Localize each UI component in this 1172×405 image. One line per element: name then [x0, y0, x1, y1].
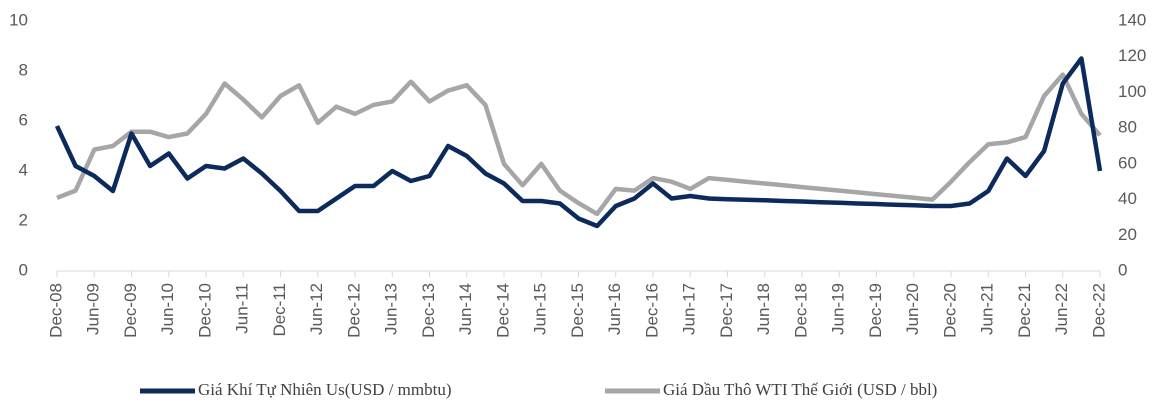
- x-tick-label: Dec-22: [1089, 283, 1108, 338]
- x-tick-label: Dec-21: [1015, 283, 1034, 338]
- x-tick-label: Jun-19: [829, 283, 848, 335]
- x-tick-label: Jun-09: [84, 283, 103, 335]
- x-tick-label: Jun-17: [680, 283, 699, 335]
- x-tick-label: Dec-18: [791, 283, 810, 338]
- x-tick-label: Jun-20: [903, 283, 922, 335]
- y2-tick-label: 100: [1118, 82, 1146, 101]
- x-tick-label: Dec-09: [121, 283, 140, 338]
- x-tick-label: Jun-21: [978, 283, 997, 335]
- y2-tick-label: 120: [1118, 46, 1146, 65]
- y2-tick-label: 40: [1118, 189, 1137, 208]
- x-tick-label: Jun-12: [307, 283, 326, 335]
- y-tick-label: 0: [19, 260, 28, 279]
- x-tick-label: Dec-12: [344, 283, 363, 338]
- x-tick-label: Jun-22: [1052, 283, 1071, 335]
- legend-label: Giá Dầu Thô WTI Thế Giới (USD / bbl): [663, 380, 937, 399]
- y2-tick-label: 140: [1118, 10, 1146, 29]
- y-tick-label: 10: [9, 10, 28, 29]
- x-tick-label: Dec-17: [717, 283, 736, 338]
- y-tick-label: 6: [19, 110, 28, 129]
- x-tick-label: Jun-11: [233, 283, 252, 334]
- y2-tick-label: 80: [1118, 118, 1137, 137]
- x-tick-label: Dec-08: [46, 283, 65, 338]
- y-tick-label: 2: [19, 210, 28, 229]
- x-tick-label: Dec-10: [195, 283, 214, 338]
- x-tick-label: Jun-15: [531, 283, 550, 335]
- y2-tick-label: 60: [1118, 153, 1137, 172]
- x-tick-label: Dec-20: [940, 283, 959, 338]
- y-tick-label: 8: [19, 60, 28, 79]
- series-line: [56, 72, 1102, 217]
- x-tick-label: Dec-14: [493, 283, 512, 338]
- x-tick-label: Jun-14: [456, 283, 475, 335]
- y2-tick-label: 20: [1118, 225, 1137, 244]
- y2-tick-label: 0: [1118, 260, 1127, 279]
- x-tick-label: Dec-19: [866, 283, 885, 338]
- y-tick-label: 4: [19, 160, 28, 179]
- x-tick-label: Jun-18: [754, 283, 773, 335]
- x-tick-label: Jun-16: [605, 283, 624, 335]
- x-tick-label: Dec-16: [642, 283, 661, 338]
- x-tick-label: Jun-10: [158, 283, 177, 335]
- series-line: [54, 56, 1103, 229]
- x-tick-label: Dec-13: [419, 283, 438, 338]
- x-tick-label: Dec-11: [270, 283, 289, 337]
- legend-label: Giá Khí Tự Nhiên Us(USD / mmbtu): [198, 380, 452, 399]
- x-tick-label: Dec-15: [568, 283, 587, 338]
- x-tick-label: Jun-13: [382, 283, 401, 335]
